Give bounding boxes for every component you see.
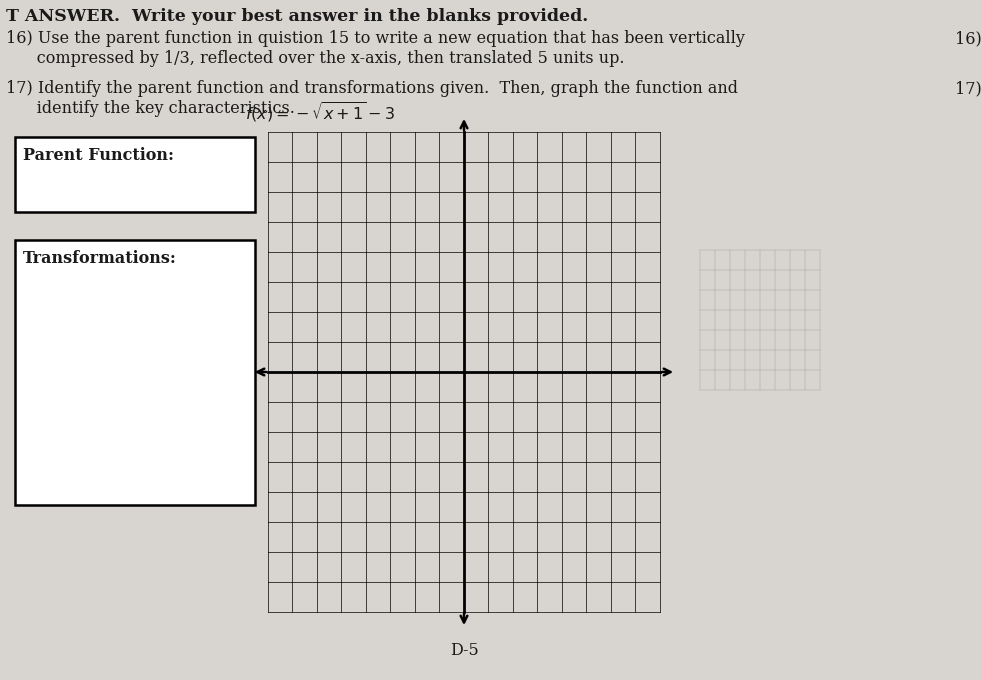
Bar <box>15 137 255 212</box>
Text: identify the key characteristics.: identify the key characteristics. <box>6 100 300 117</box>
Text: T ANSWER.  Write your best answer in the blanks provided.: T ANSWER. Write your best answer in the … <box>6 8 588 25</box>
Text: 16): 16) <box>955 30 982 47</box>
Bar <box>15 240 255 505</box>
Text: 17) Identify the parent function and transformations given.  Then, graph the fun: 17) Identify the parent function and tra… <box>6 80 738 97</box>
Text: Parent Function:: Parent Function: <box>23 147 174 164</box>
Text: compressed by 1/3, reflected over the x-axis, then translated 5 units up.: compressed by 1/3, reflected over the x-… <box>6 50 625 67</box>
Text: D-5: D-5 <box>450 642 478 659</box>
Text: $f(x)=-\sqrt{x+1}-3$: $f(x)=-\sqrt{x+1}-3$ <box>245 100 395 124</box>
Text: 17): 17) <box>955 80 982 97</box>
Text: 16) Use the parent function in quistion 15 to write a new equation that has been: 16) Use the parent function in quistion … <box>6 30 745 47</box>
Text: Transformations:: Transformations: <box>23 250 177 267</box>
